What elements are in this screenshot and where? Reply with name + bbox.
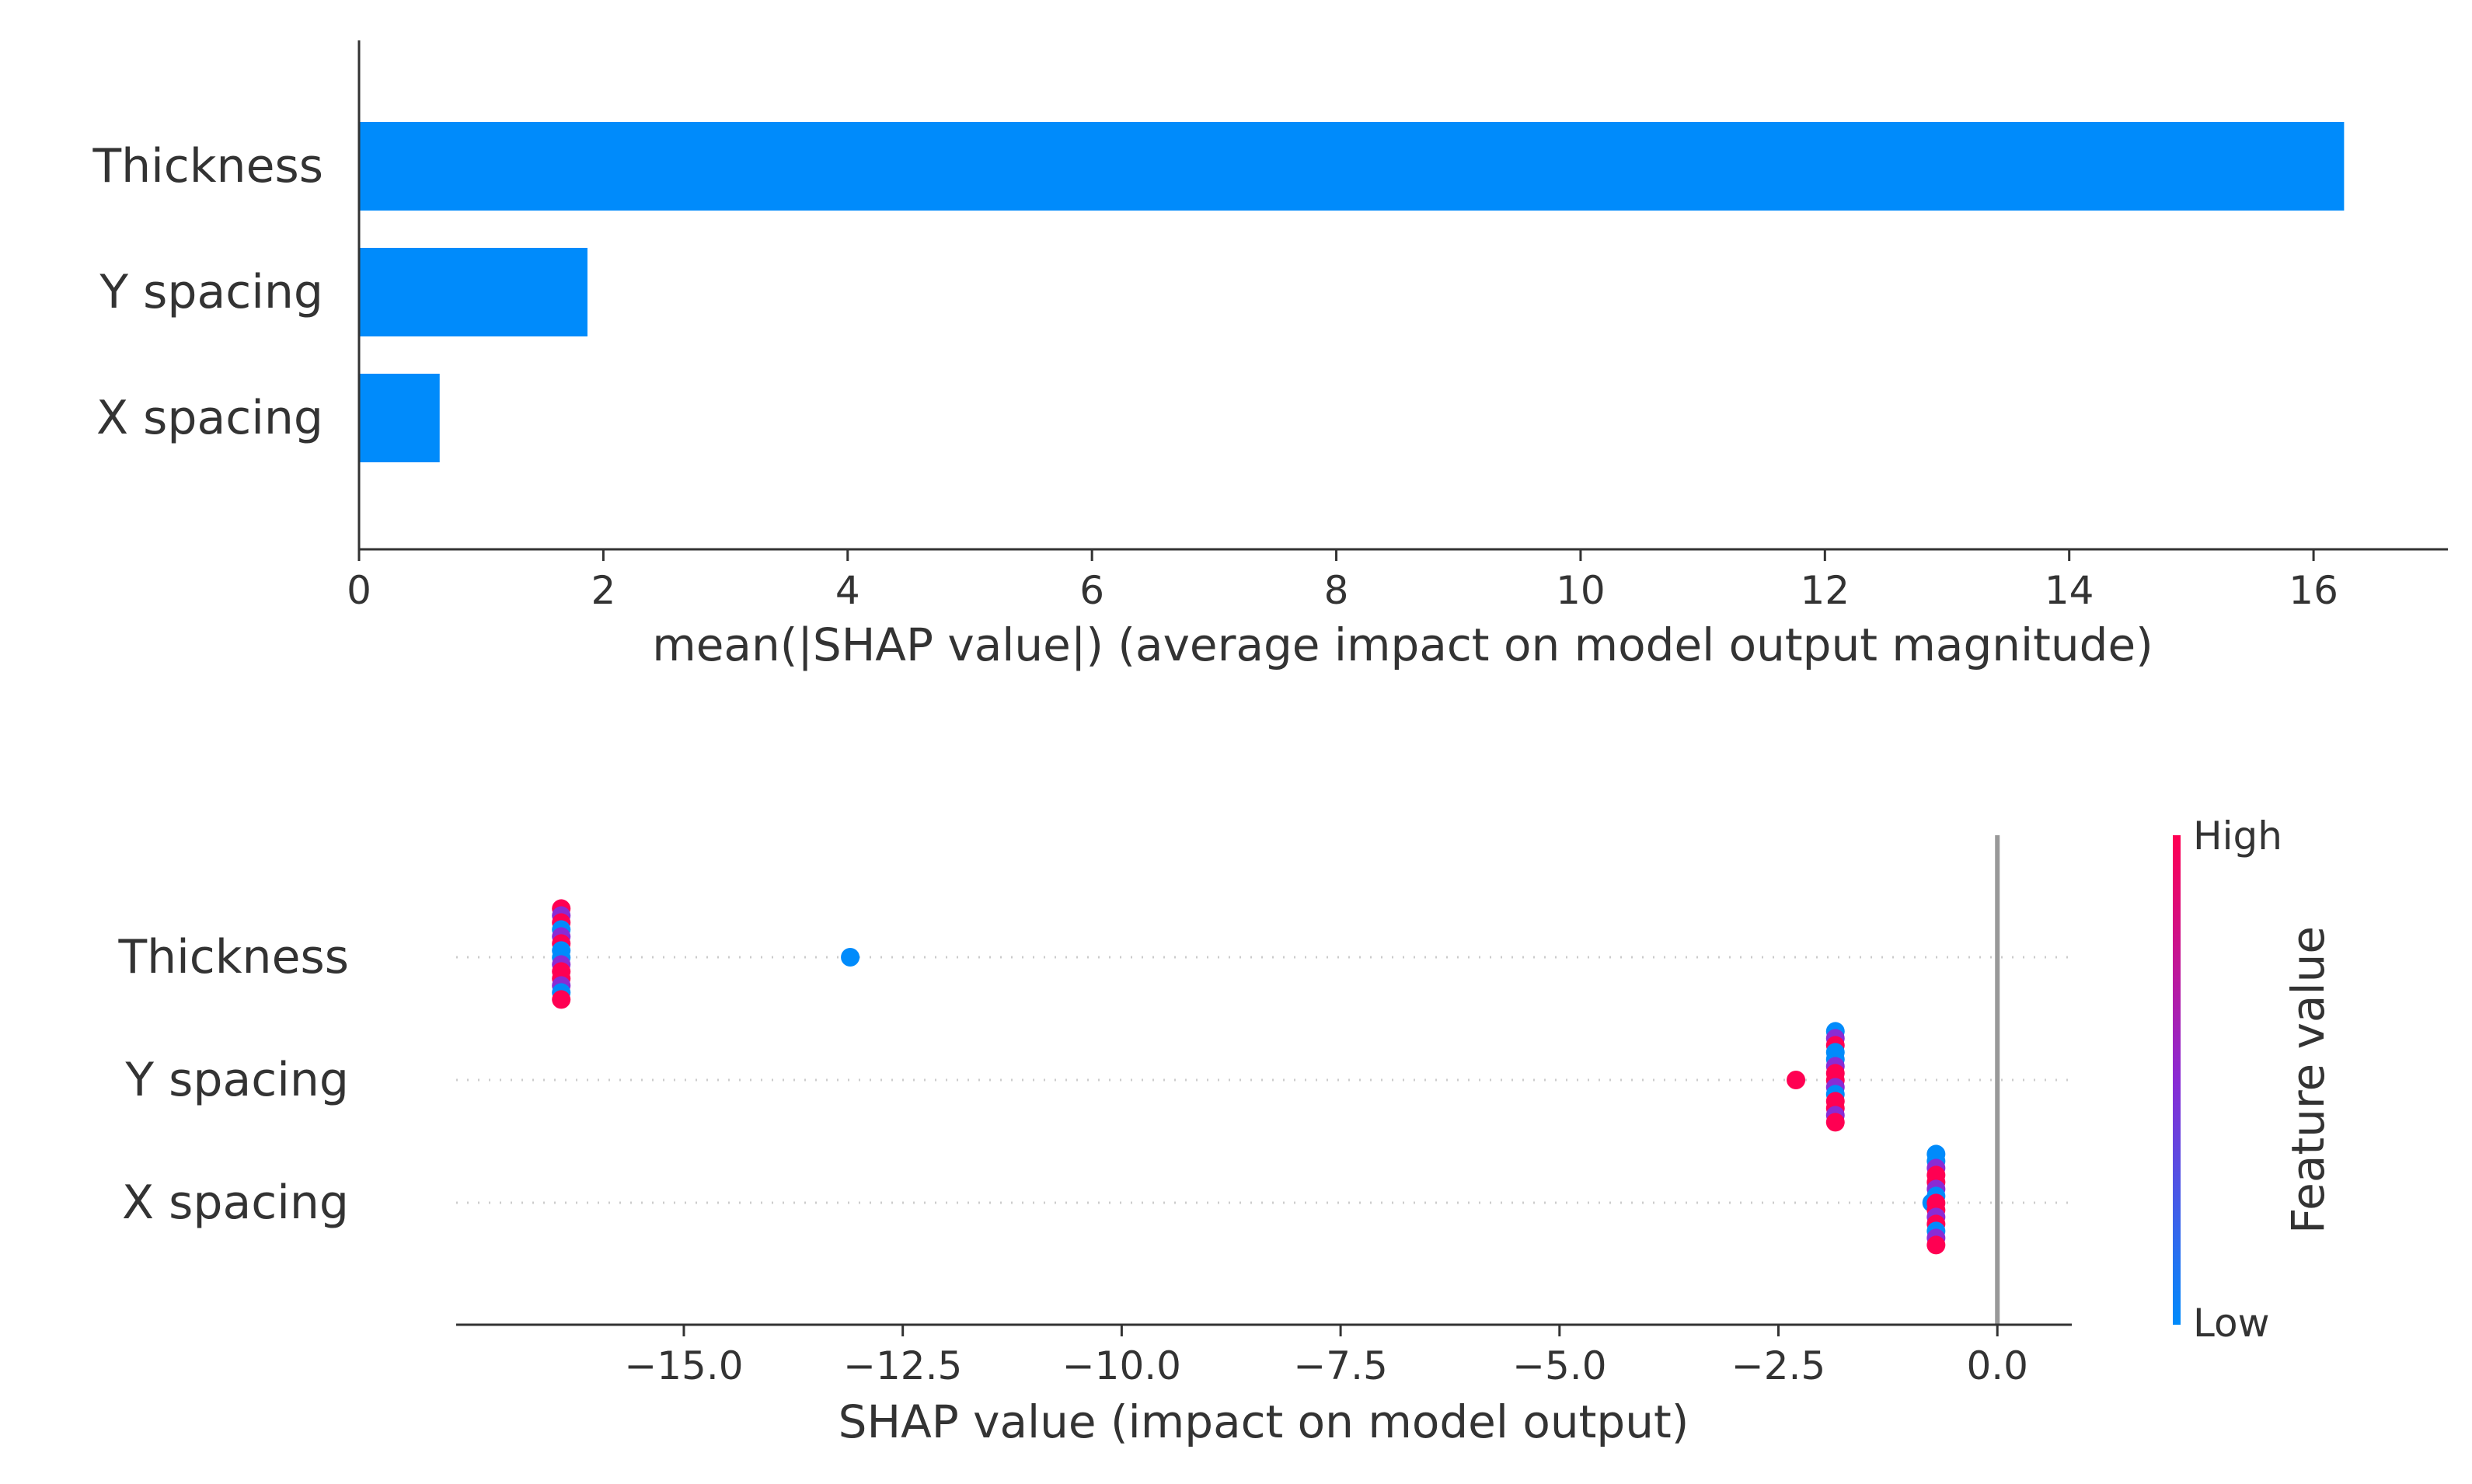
bar-chart: Thickness Y spacing X spacing 0 2 4 6 8 10 12 14 1… [92, 40, 2448, 671]
bar-x-tick-label-4: 4 [835, 568, 860, 613]
swarm-y-label-x-spacing: X spacing [122, 1176, 349, 1230]
bar-thickness [359, 122, 2345, 211]
swarm-y-labels: Thickness Y spacing X spacing [117, 930, 349, 1230]
swarm-point-x-spacing-1-13 [1926, 1235, 1946, 1255]
bar-x-spacing [359, 374, 440, 462]
swarm-x-tick-label-3: −7.5 [1293, 1343, 1387, 1388]
bar-x-axis-label: mean(|SHAP value|) (average impact on mo… [652, 618, 2153, 671]
swarm-x-tick-label-5: −2.5 [1731, 1343, 1825, 1388]
swarm-x-tick-label-6: 0.0 [1966, 1343, 2028, 1388]
colorbar-low-label: Low [2193, 1301, 2269, 1346]
bar-x-ticks: 0 2 4 6 8 10 12 14 16 [347, 549, 2338, 613]
swarm-x-tick-label-1: −12.5 [843, 1343, 962, 1388]
swarm-y-label-thickness: Thickness [117, 930, 349, 984]
bar-y-labels: Thickness Y spacing X spacing [92, 139, 323, 445]
swarm-x-tick-label-4: −5.0 [1512, 1343, 1606, 1388]
swarm-point-y-spacing-0-0 [1787, 1071, 1806, 1089]
swarm-x-tick-label-2: −10.0 [1062, 1343, 1181, 1388]
bar-y-label-x-spacing: X spacing [96, 391, 323, 445]
swarm-point-thickness-1-0 [841, 948, 860, 967]
bar-y-spacing [359, 248, 587, 336]
swarm-x-axis-label: SHAP value (impact on model output) [839, 1395, 1689, 1448]
bar-x-tick-label-16: 16 [2289, 568, 2338, 613]
colorbar: High Low Feature value [2173, 813, 2334, 1346]
bar-x-tick-label-14: 14 [2045, 568, 2094, 613]
bar-y-label-y-spacing: Y spacing [99, 265, 323, 319]
colorbar-title: Feature value [2282, 926, 2334, 1234]
bar-series [359, 122, 2345, 462]
bar-x-tick-label-12: 12 [1801, 568, 1850, 613]
bar-x-tick-label-8: 8 [1324, 568, 1349, 613]
colorbar-high-label: High [2193, 813, 2282, 859]
bar-x-tick-label-0: 0 [347, 568, 371, 613]
bar-x-tick-label-2: 2 [591, 568, 615, 613]
swarm-series [552, 899, 1946, 1255]
bar-y-label-thickness: Thickness [92, 139, 323, 193]
swarm-x-ticks: −15.0 −12.5 −10.0 −7.5 −5.0 −2.5 0.0 [624, 1325, 2028, 1388]
colorbar-gradient [2173, 835, 2181, 1325]
bar-x-tick-label-10: 10 [1556, 568, 1606, 613]
swarm-x-tick-label-0: −15.0 [624, 1343, 743, 1388]
bar-x-tick-label-6: 6 [1079, 568, 1104, 613]
swarm-point-thickness-0-13 [552, 990, 571, 1009]
swarm-y-label-y-spacing: Y spacing [124, 1053, 349, 1107]
swarm-point-y-spacing-1-13 [1825, 1113, 1845, 1132]
